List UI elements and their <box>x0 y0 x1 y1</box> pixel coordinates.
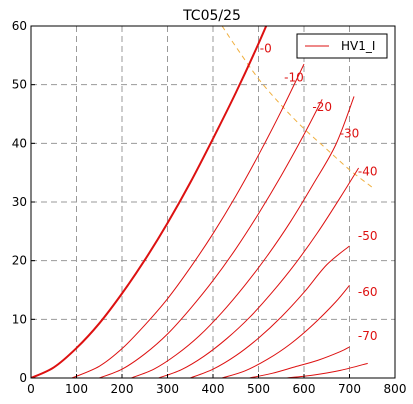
curve-label: -0 <box>260 41 272 55</box>
legend: HV1_I <box>296 33 388 59</box>
y-tick-label: 60 <box>12 19 27 33</box>
y-tick-label: 40 <box>12 136 27 150</box>
curve-label: -60 <box>358 285 378 299</box>
series-line-8 <box>249 346 350 378</box>
x-tick-label: 0 <box>27 382 35 396</box>
series-line-6 <box>190 245 350 378</box>
x-tick-label: 800 <box>384 382 407 396</box>
y-tick-label: 50 <box>12 78 27 92</box>
curve-group <box>31 26 368 378</box>
series-line-4 <box>130 96 355 378</box>
x-tick-label: 100 <box>65 382 88 396</box>
grid <box>31 26 395 378</box>
series-line-5 <box>158 167 360 378</box>
x-tick-label: 200 <box>111 382 134 396</box>
y-tick-label: 10 <box>12 312 27 326</box>
y-tick-labels: 0 10 20 30 40 50 60 <box>12 19 35 385</box>
series-line-3 <box>99 99 323 378</box>
x-tick-label: 300 <box>156 382 179 396</box>
curve-label: -20 <box>312 100 332 114</box>
x-tick-labels: 0 100 200 300 400 500 600 700 800 <box>27 374 406 396</box>
y-tick-label: 30 <box>12 195 27 209</box>
x-tick-label: 700 <box>338 382 361 396</box>
curve-label-group: -0 -10 -20 -30 -40 -50 -60 -70 <box>260 41 378 342</box>
dissipation-line <box>221 26 373 188</box>
series-line-2 <box>71 63 305 378</box>
curve-label: -10 <box>284 71 304 85</box>
chart-title: TC05/25 <box>182 8 241 24</box>
curve-label: -40 <box>358 165 378 179</box>
curve-label: -30 <box>340 126 360 140</box>
y-tick-label: 20 <box>12 254 27 268</box>
curve-label: -50 <box>358 229 378 243</box>
legend-entry-hv1-i: HV1_I <box>341 39 375 53</box>
x-tick-label: 400 <box>202 382 225 396</box>
series-line-1 <box>31 26 268 378</box>
dissipation-curve <box>221 26 373 188</box>
curve-label: -70 <box>358 329 378 343</box>
series-line-7 <box>221 284 350 378</box>
y-tick-label: 0 <box>19 371 27 385</box>
x-tick-label: 500 <box>247 382 270 396</box>
series-line-9 <box>285 362 368 378</box>
x-tick-label: 600 <box>293 382 316 396</box>
